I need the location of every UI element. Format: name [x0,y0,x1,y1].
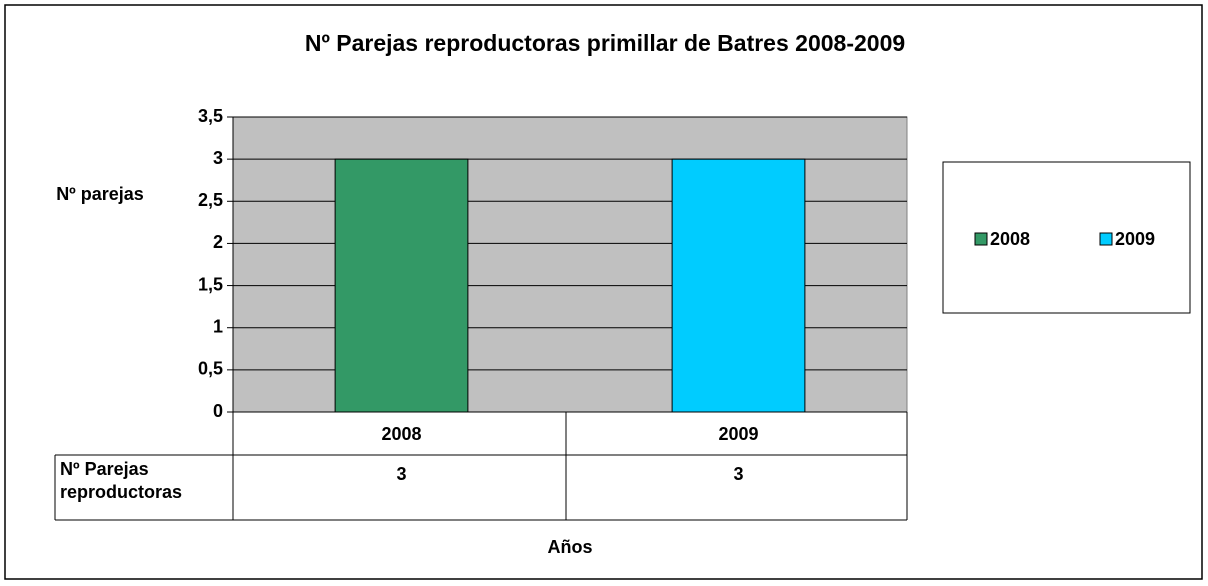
y-tick-label: 0 [213,401,223,421]
bar [334,158,469,413]
chart-title: Nº Parejas reproductoras primillar de Ba… [305,30,905,56]
y-tick-label: 2,5 [198,190,223,210]
y-axis-label: Nº parejas [56,184,144,204]
table-value: 3 [396,464,406,484]
table-row-label: Nº Parejas reproductoras [60,459,183,502]
plot-area [232,116,908,413]
table-category: 2008 [381,424,421,444]
x-axis-label: Años [548,537,593,557]
legend-swatch [1099,232,1113,246]
data-table [54,412,908,521]
y-tick-label: 2 [213,232,223,252]
y-tick-label: 1 [213,316,223,336]
y-tick-label: 0,5 [198,359,223,379]
legend-swatch [974,232,988,246]
y-tick-label: 1,5 [198,274,223,294]
y-tick-label: 3 [213,148,223,168]
bar [671,158,806,413]
y-tick-label: 3,5 [198,106,223,126]
table-value: 3 [733,464,743,484]
legend-label: 2008 [990,229,1030,249]
table-category: 2009 [718,424,758,444]
legend-label: 2009 [1115,229,1155,249]
